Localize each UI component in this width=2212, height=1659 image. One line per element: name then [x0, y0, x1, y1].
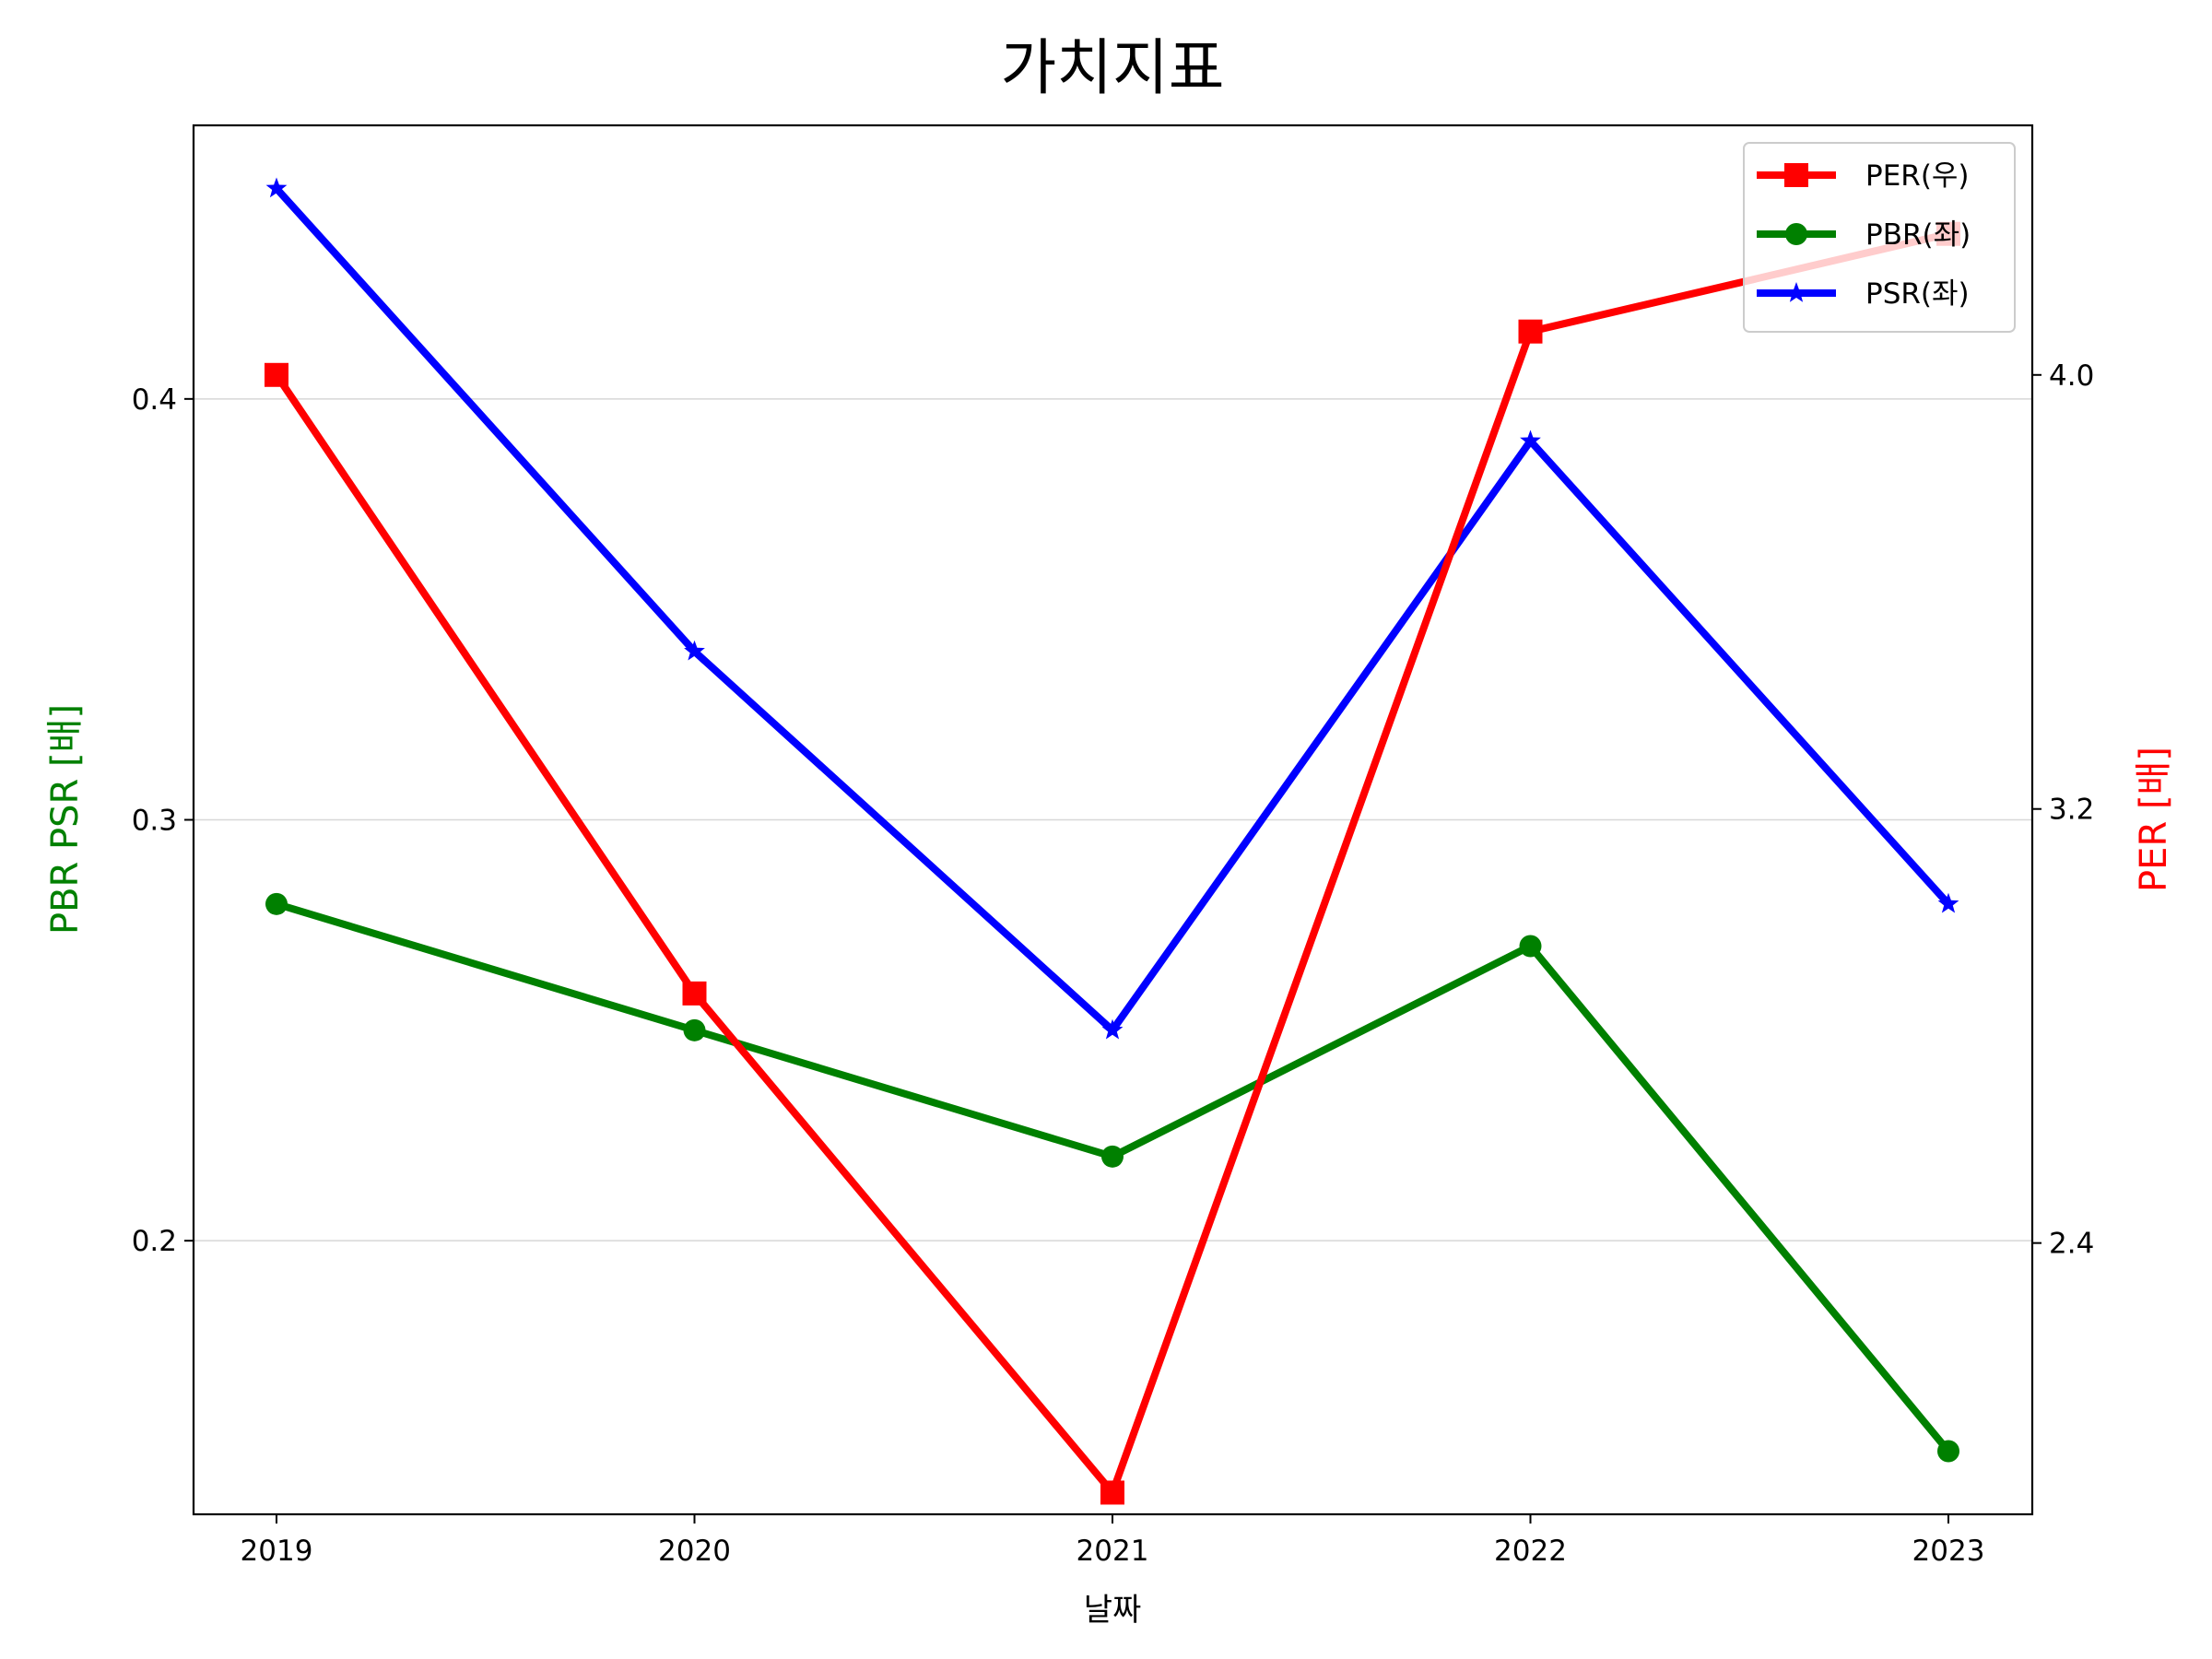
legend-entry: PER(우) — [1757, 159, 1970, 193]
legend: PER(우) PBR(좌) PSR(좌) — [1743, 142, 2016, 333]
legend-label: PSR(좌) — [1865, 277, 1970, 311]
legend-entry: PBR(좌) — [1757, 218, 1971, 252]
x-axis-label: 날짜 — [1084, 1592, 1142, 1629]
series-line — [273, 900, 1952, 1455]
legend-marker — [1785, 282, 1807, 302]
x-tick-label: 2019 — [241, 1535, 313, 1568]
legend-entries: PER(우) PBR(좌) PSR(좌) — [1757, 159, 1971, 311]
data-point — [1520, 429, 1541, 451]
data-point — [1937, 892, 1959, 913]
legend-box — [1743, 142, 2016, 333]
series-PSR(좌) — [265, 177, 1959, 1040]
right-y-tick-label: 2.4 — [2049, 1228, 2094, 1261]
data-point — [683, 1018, 706, 1041]
data-point — [1100, 1480, 1124, 1505]
legend-marker — [1785, 223, 1807, 245]
legend-label: PBR(좌) — [1865, 218, 1971, 252]
series-line — [273, 184, 1952, 1034]
data-point — [1101, 1145, 1124, 1168]
data-point — [1518, 319, 1543, 344]
right-y-axis-label: PER [배] — [2133, 747, 2175, 892]
x-tick-label: 2021 — [1077, 1535, 1149, 1568]
right-y-tick-label: 4.0 — [2049, 359, 2094, 393]
series-line — [273, 229, 1952, 1497]
legend-label: PER(우) — [1865, 159, 1970, 193]
chart-title: 가치지표 — [1001, 32, 1225, 103]
data-point — [1519, 935, 1542, 958]
left-y-tick-label: 0.3 — [132, 805, 177, 838]
legend-entry: PSR(좌) — [1757, 277, 1970, 311]
x-tick-label: 2020 — [658, 1535, 731, 1568]
data-point — [265, 177, 288, 198]
data-point — [265, 892, 288, 915]
legend-marker — [1784, 163, 1808, 187]
x-tick-label: 2022 — [1494, 1535, 1567, 1568]
left-y-tick-label: 0.2 — [132, 1225, 177, 1258]
x-tick-label: 2023 — [1912, 1535, 1985, 1568]
data-point — [684, 640, 705, 661]
grid-lines — [194, 398, 2032, 1241]
left-y-axis-label: PBR PSR [배] — [44, 704, 87, 935]
data-point — [1101, 1018, 1124, 1040]
data-point — [682, 981, 707, 1006]
right-y-tick-label: 3.2 — [2049, 794, 2094, 827]
axis-ticks: 0.2 0.3 0.4 2.4 3.2 4.0 2019 2020 2021 2022 2023 — [132, 359, 2095, 1568]
data-point — [265, 362, 288, 387]
left-y-tick-label: 0.4 — [132, 383, 177, 417]
series-PBR(좌) — [265, 892, 1959, 1463]
data-point — [1937, 1440, 1959, 1463]
series-layer — [265, 177, 1960, 1505]
series-PER(우) — [265, 221, 1960, 1505]
